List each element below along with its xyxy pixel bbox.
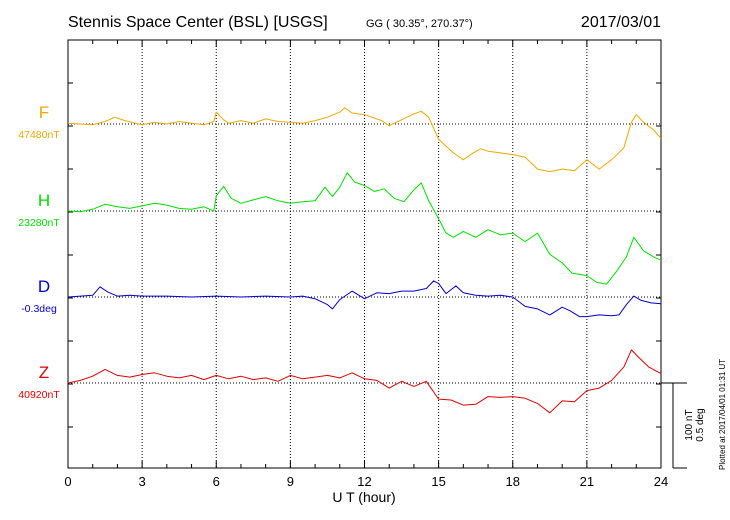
baseline-value-F: 47480nT <box>18 129 60 141</box>
x-tick-label: 12 <box>357 474 371 489</box>
grid-lines <box>141 40 588 468</box>
x-axis-label: U T (hour) <box>332 489 395 505</box>
baseline-value-H: 23280nT <box>18 217 60 229</box>
x-tick-label: 6 <box>213 474 220 489</box>
x-tick-labels: 0 3 6 9 12 15 18 21 24 <box>64 474 668 489</box>
series-name-D: D <box>38 277 50 296</box>
baseline-value-Z: 40920nT <box>18 389 60 401</box>
axis-ticks <box>67 40 662 468</box>
x-tick-label: 0 <box>64 474 71 489</box>
chart-date: 2017/03/01 <box>581 14 661 31</box>
scale-label-nt: 100 nT <box>684 409 695 440</box>
series-name-H: H <box>38 191 50 210</box>
scale-label-deg: 0.5 deg <box>695 408 706 441</box>
series-line-F <box>67 107 662 173</box>
series-lines <box>67 107 662 414</box>
series-name-Z: Z <box>39 363 49 382</box>
chart-title: Stennis Space Center (BSL) [USGS] <box>68 14 328 31</box>
x-tick-label: 15 <box>431 474 445 489</box>
x-tick-label: 3 <box>139 474 146 489</box>
x-tick-label: 24 <box>654 474 668 489</box>
series-labels: F 47480nT H 23280nT D -0.3deg Z 40920nT <box>18 103 60 401</box>
plotted-timestamp-note: Plotted at 2017/04/01 01:31 UT <box>718 359 727 470</box>
series-line-D <box>67 280 662 318</box>
station-coordinates: GG ( 30.35°, 270.37°) <box>366 18 473 30</box>
series-line-H <box>67 172 662 285</box>
x-tick-label: 18 <box>506 474 520 489</box>
series-line-Z <box>67 349 662 414</box>
x-tick-label: 9 <box>287 474 294 489</box>
x-tick-label: 21 <box>580 474 594 489</box>
scale-bar <box>661 382 687 469</box>
baseline-value-D: -0.3deg <box>21 303 57 315</box>
series-name-F: F <box>39 103 49 122</box>
